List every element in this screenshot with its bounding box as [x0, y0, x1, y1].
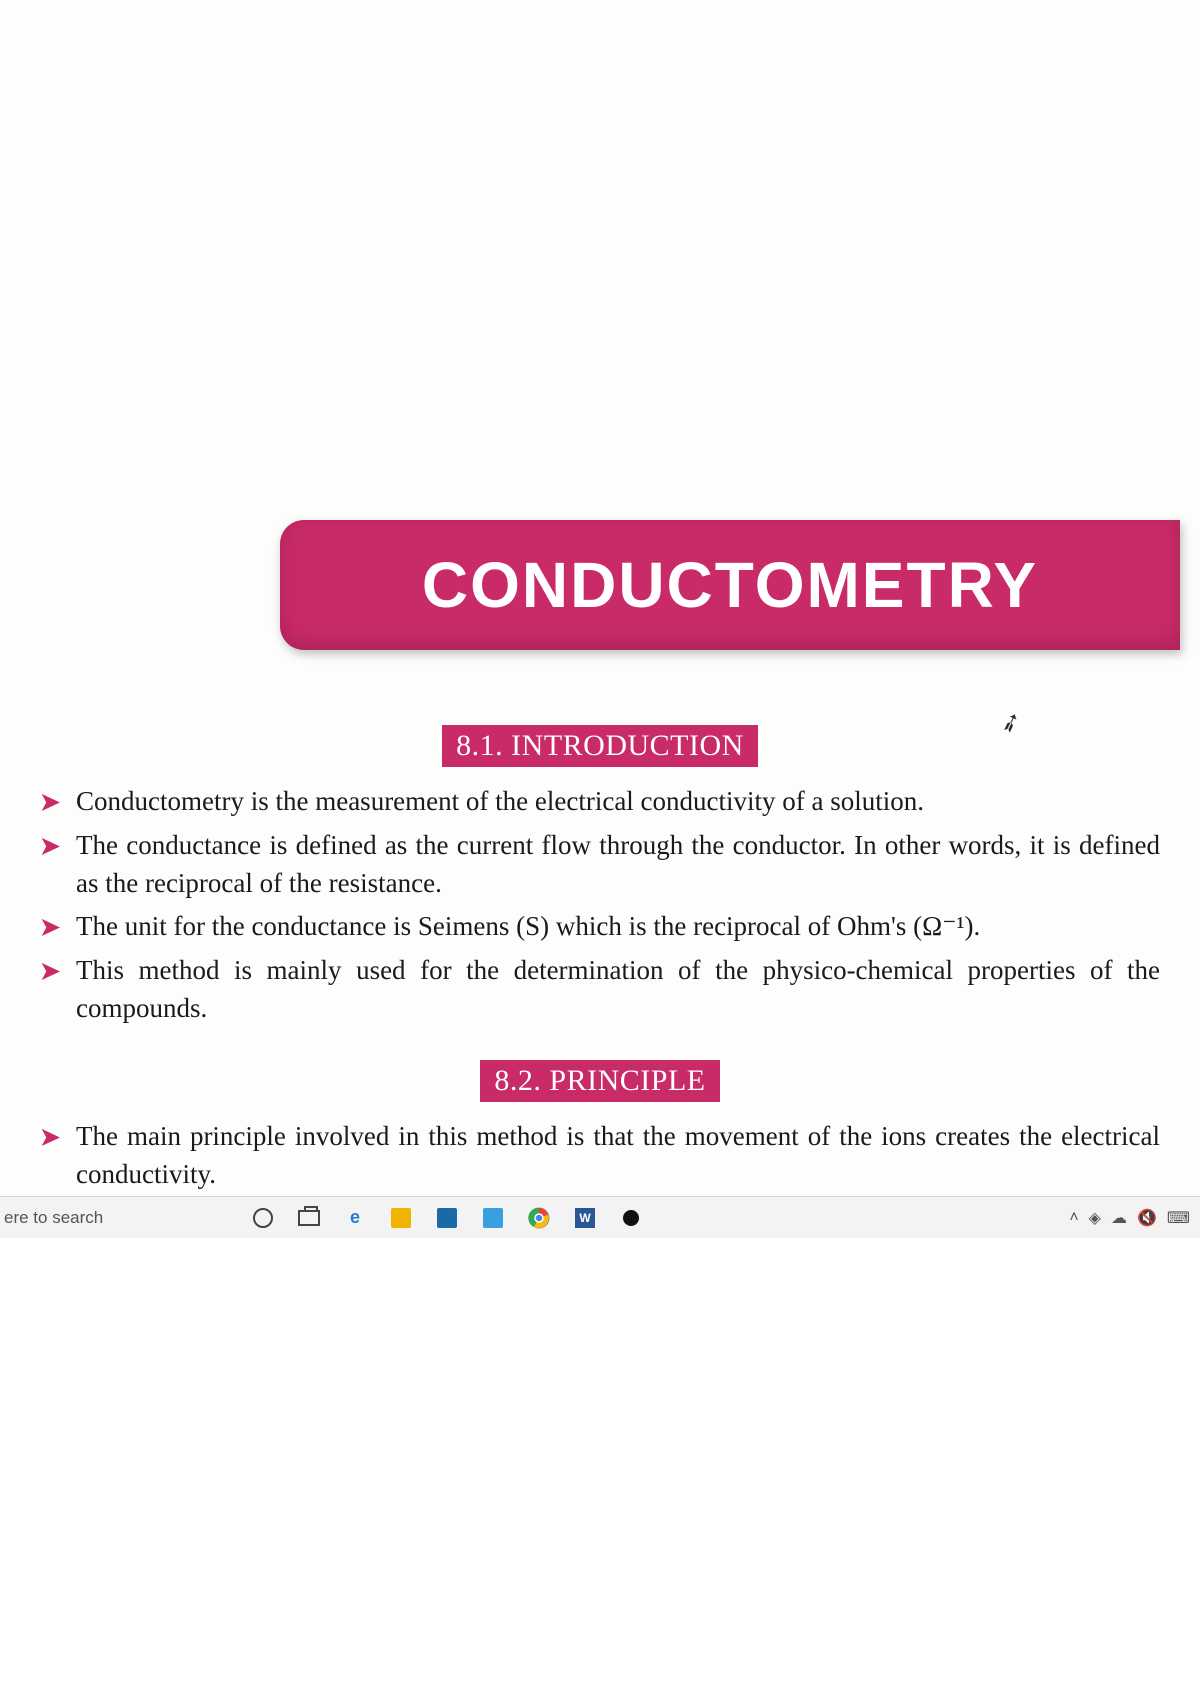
bullet-text: The unit for the conductance is Seimens … [76, 908, 1160, 946]
page-bottom-whitespace [0, 1238, 1200, 1698]
document-page: CONDUCTOMETRY ➶ 8.1. INTRODUCTION ➤ Cond… [0, 0, 1200, 1210]
tray-chevron-icon[interactable]: ˄ [1069, 1209, 1078, 1227]
section-introduction: 8.1. INTRODUCTION ➤ Conductometry is the… [30, 725, 1170, 1034]
tray-location-icon[interactable]: ◈ [1089, 1208, 1101, 1228]
store-icon[interactable] [434, 1205, 460, 1231]
bullet-arrow-icon: ➤ [40, 952, 76, 990]
list-item: ➤ This method is mainly used for the det… [40, 952, 1160, 1028]
bullet-text: This method is mainly used for the deter… [76, 952, 1160, 1028]
system-tray[interactable]: ˄ ◈ ☁ 🔇 ⌨ [1069, 1208, 1200, 1228]
search-input[interactable]: ere to search [0, 1208, 250, 1228]
section-heading-wrap: 8.1. INTRODUCTION [30, 725, 1170, 767]
calculator-icon[interactable] [480, 1205, 506, 1231]
bullet-arrow-icon: ➤ [40, 1118, 76, 1156]
tray-input-icon[interactable]: ⌨ [1167, 1208, 1190, 1228]
file-explorer-icon[interactable] [388, 1205, 414, 1231]
bullet-list: ➤ Conductometry is the measurement of th… [30, 783, 1170, 1028]
section-heading: 8.2. PRINCIPLE [480, 1060, 719, 1102]
bullet-arrow-icon: ➤ [40, 827, 76, 865]
task-view-icon[interactable] [296, 1205, 322, 1231]
tray-volume-icon[interactable]: 🔇 [1137, 1208, 1157, 1228]
bullet-text: The conductance is defined as the curren… [76, 827, 1160, 903]
bullet-text: Conductometry is the measurement of the … [76, 783, 1160, 821]
cortana-icon[interactable] [250, 1205, 276, 1231]
word-icon[interactable]: W [572, 1205, 598, 1231]
chapter-title-banner: CONDUCTOMETRY [280, 520, 1180, 650]
taskbar-app-icons: e W [250, 1205, 644, 1231]
list-item: ➤ The unit for the conductance is Seimen… [40, 908, 1160, 946]
list-item: ➤ The main principle involved in this me… [40, 1118, 1160, 1194]
list-item: ➤ The conductance is defined as the curr… [40, 827, 1160, 903]
bullet-arrow-icon: ➤ [40, 908, 76, 946]
bullet-arrow-icon: ➤ [40, 783, 76, 821]
windows-taskbar[interactable]: ere to search e W ˄ ◈ ☁ 🔇 ⌨ [0, 1196, 1200, 1238]
section-heading-wrap: 8.2. PRINCIPLE [30, 1060, 1170, 1102]
edge-icon[interactable]: e [342, 1205, 368, 1231]
list-item: ➤ Conductometry is the measurement of th… [40, 783, 1160, 821]
chapter-title: CONDUCTOMETRY [422, 548, 1038, 622]
tray-onedrive-icon[interactable]: ☁ [1111, 1208, 1127, 1228]
section-heading: 8.1. INTRODUCTION [442, 725, 758, 767]
recording-icon[interactable] [618, 1205, 644, 1231]
bullet-text: The main principle involved in this meth… [76, 1118, 1160, 1194]
chrome-icon[interactable] [526, 1205, 552, 1231]
